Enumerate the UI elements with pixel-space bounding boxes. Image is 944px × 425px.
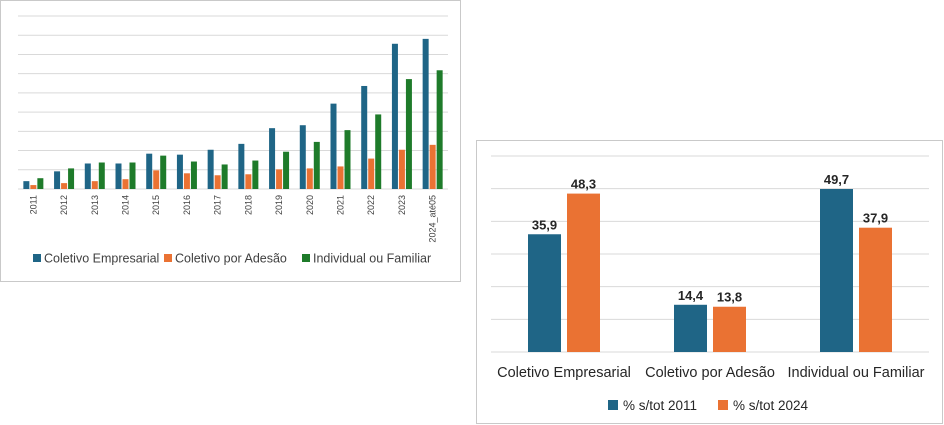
bar <box>252 160 259 189</box>
bar <box>84 163 91 189</box>
chart-right: 35,9 48,3 Coletivo Empresarial 14,4 13,8 Cole… <box>491 155 929 413</box>
x-tick-label: 2023 <box>397 195 407 215</box>
legend-label: % s/tot 2011 <box>623 398 697 413</box>
bar <box>176 154 183 189</box>
legend-swatch <box>718 400 728 410</box>
legend-label: Coletivo Empresarial <box>44 252 159 266</box>
x-category-label: Individual ou Familiar <box>787 365 924 381</box>
x-category-label: Coletivo por Adesão <box>645 365 775 381</box>
x-tick-label: 2021 <box>336 195 346 215</box>
bar <box>245 174 252 189</box>
bar <box>713 306 746 352</box>
legend-label: % s/tot 2024 <box>733 398 809 413</box>
bar <box>567 193 600 352</box>
bar <box>344 130 351 189</box>
bar <box>183 173 190 189</box>
x-tick-label: 2016 <box>182 195 192 215</box>
x-tick-label: 2017 <box>213 195 223 215</box>
x-tick-label: 2015 <box>151 195 161 215</box>
legend-swatch <box>608 400 618 410</box>
bar <box>820 189 853 352</box>
chart-right-panel: 35,9 48,3 Coletivo Empresarial 14,4 13,8 Cole… <box>476 140 943 424</box>
x-category-label: Coletivo Empresarial <box>497 365 631 381</box>
bar <box>375 114 382 189</box>
bar <box>330 103 337 189</box>
chart-left: 2011 2012 2013 2014 2015 2016 2017 2018 2019 2020… <box>18 15 448 266</box>
bar <box>146 153 153 189</box>
bar <box>37 178 44 189</box>
bar <box>122 179 129 189</box>
bar <box>61 183 68 189</box>
x-tick-label: 2024_até05 <box>428 195 438 243</box>
data-label: 14,4 <box>678 288 704 303</box>
bar <box>129 162 136 189</box>
x-tick-label: 2011 <box>28 195 38 214</box>
bar <box>115 163 122 189</box>
bar <box>221 164 228 189</box>
bar <box>674 304 707 352</box>
bar <box>429 144 436 189</box>
x-tick-label: 2014 <box>121 195 131 215</box>
bar <box>276 169 283 189</box>
x-tick-label: 2019 <box>274 195 284 215</box>
bar <box>436 70 443 189</box>
legend-swatch <box>164 254 172 262</box>
bar <box>91 181 98 189</box>
bar <box>23 181 30 189</box>
bar <box>368 158 375 189</box>
bar <box>306 168 313 189</box>
x-tick-label: 2018 <box>243 195 253 215</box>
bar <box>422 38 429 190</box>
bar <box>313 141 320 189</box>
x-tick-label: 2022 <box>366 195 376 215</box>
bar <box>528 234 561 352</box>
data-label: 37,9 <box>863 211 888 226</box>
bar <box>269 128 276 189</box>
bar <box>68 168 75 189</box>
bar <box>54 171 61 189</box>
bar <box>238 143 245 189</box>
bar <box>30 185 37 189</box>
legend-label: Coletivo por Adesão <box>175 252 287 266</box>
bar <box>160 155 167 189</box>
bar <box>207 149 214 189</box>
x-tick-label: 2020 <box>305 195 315 215</box>
bar <box>299 125 306 189</box>
x-tick-label: 2013 <box>90 195 100 215</box>
bar <box>361 85 368 189</box>
data-label: 13,8 <box>717 290 742 305</box>
bar <box>859 227 892 352</box>
bar <box>214 175 221 189</box>
bar <box>391 43 398 190</box>
chart-left-panel: 2011 2012 2013 2014 2015 2016 2017 2018 2019 2020… <box>0 0 461 282</box>
bar <box>398 149 405 189</box>
data-label: 48,3 <box>571 177 596 192</box>
x-tick-label: 2012 <box>59 195 69 215</box>
legend-label: Individual ou Familiar <box>313 252 431 266</box>
bar <box>283 151 290 189</box>
bar <box>337 166 344 189</box>
data-label: 49,7 <box>824 172 849 187</box>
legend-swatch <box>302 254 310 262</box>
legend-swatch <box>33 254 41 262</box>
bar <box>405 79 412 189</box>
bar <box>190 161 197 189</box>
bar <box>98 162 105 189</box>
bar <box>153 170 160 189</box>
data-label: 35,9 <box>532 217 557 232</box>
